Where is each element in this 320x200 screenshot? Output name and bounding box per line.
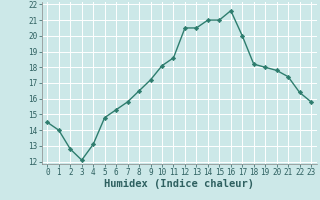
X-axis label: Humidex (Indice chaleur): Humidex (Indice chaleur) — [104, 179, 254, 189]
